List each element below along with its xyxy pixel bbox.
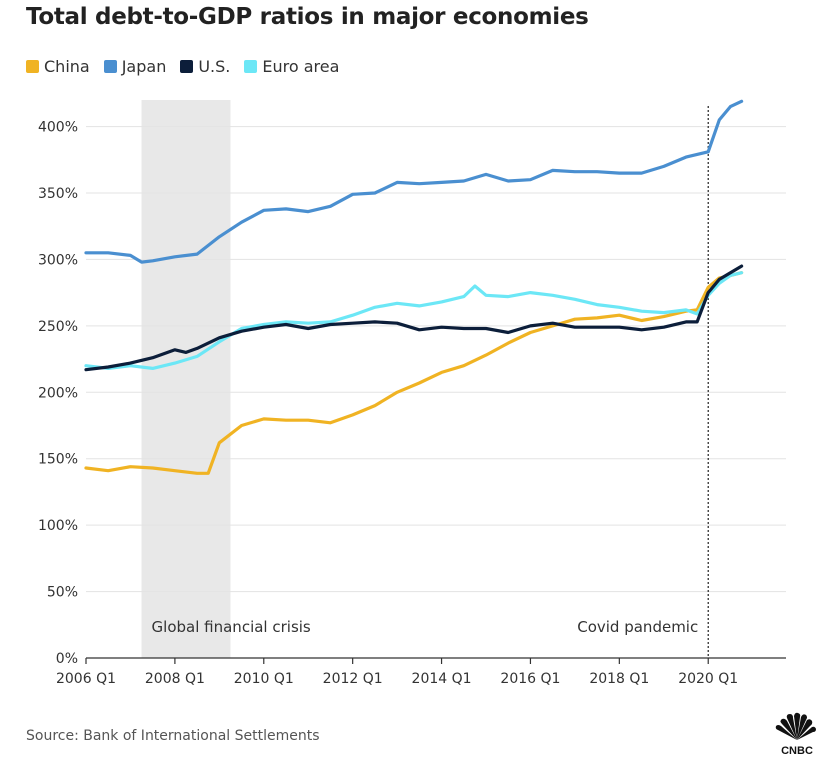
chart-legend: China Japan U.S. Euro area <box>26 57 339 76</box>
y-tick-label: 150% <box>38 452 78 468</box>
x-tick-label: 2010 Q1 <box>234 671 294 687</box>
source-note: Source: Bank of International Settlement… <box>26 728 320 744</box>
legend-item-japan: Japan <box>103 57 167 76</box>
series-line-japan <box>84 99 744 264</box>
y-tick-label: 100% <box>38 518 78 534</box>
series-line-euro-area <box>84 271 744 370</box>
y-tick-label: 300% <box>38 252 78 268</box>
x-tick-label: 2018 Q1 <box>589 671 649 687</box>
legend-swatch-euro-area <box>244 60 258 73</box>
series-line-china <box>84 271 744 475</box>
shaded-region-financial-crisis <box>141 100 231 658</box>
legend-label-euro-area: Euro area <box>262 57 340 76</box>
y-tick-label: 250% <box>38 319 78 335</box>
annotation-financial-crisis: Global financial crisis <box>152 618 311 636</box>
y-tick-label: 50% <box>47 585 78 601</box>
y-tick-label: 400% <box>38 120 78 136</box>
legend-label-us: U.S. <box>198 57 231 76</box>
legend-item-us: U.S. <box>180 57 230 76</box>
x-tick-label: 2016 Q1 <box>500 671 560 687</box>
y-tick-label: 200% <box>38 385 78 401</box>
line-chart: 0% 50% 100% 150% 200% 250% 300% 350% 400% 2006 Q1… <box>38 99 786 687</box>
x-tick-label: 2006 Q1 <box>56 671 116 687</box>
cnbc-peacock-logo: CNBC <box>775 712 816 756</box>
legend-item-euro-area: Euro area <box>244 57 339 76</box>
x-tick-label: 2008 Q1 <box>145 671 205 687</box>
x-tick-label: 2014 Q1 <box>412 671 472 687</box>
x-tick-label: 2012 Q1 <box>323 671 383 687</box>
annotation-covid-pandemic: Covid pandemic <box>577 618 698 636</box>
series-line-u-s <box>84 264 744 372</box>
legend-swatch-japan <box>103 60 117 73</box>
x-tick-label: 2020 Q1 <box>678 671 738 687</box>
legend-label-china: China <box>44 57 90 76</box>
legend-label-japan: Japan <box>121 57 167 76</box>
y-tick-label: 350% <box>38 186 78 202</box>
legend-swatch-china <box>26 60 39 73</box>
logo-text: CNBC <box>781 745 813 756</box>
y-tick-label: 0% <box>56 651 78 667</box>
chart-title: Total debt-to-GDP ratios in major econom… <box>26 4 589 30</box>
legend-item-china: China <box>26 57 90 76</box>
legend-swatch-us <box>180 60 194 73</box>
